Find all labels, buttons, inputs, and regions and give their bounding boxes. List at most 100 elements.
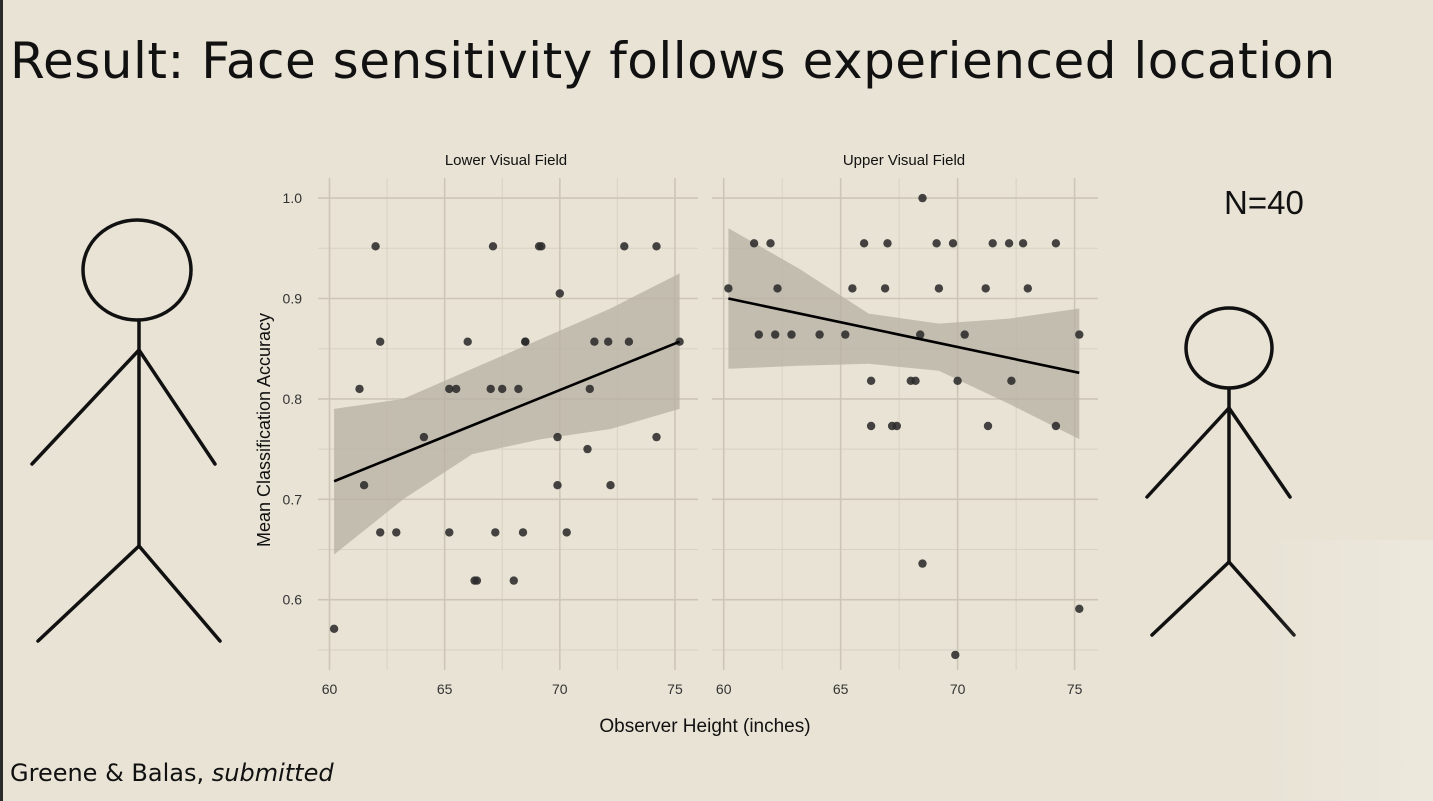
x-tick-label: 60 — [716, 681, 732, 697]
data-point — [491, 528, 500, 537]
data-point — [488, 242, 498, 251]
data-point — [771, 330, 780, 339]
data-point — [355, 384, 364, 394]
data-point — [859, 239, 869, 248]
data-point — [988, 239, 997, 248]
y-axis-label: Mean Classification Accuracy — [254, 313, 274, 547]
data-point — [452, 384, 461, 394]
data-point — [463, 337, 472, 346]
x-tick-label: 70 — [552, 681, 568, 697]
confidence-band — [728, 228, 1080, 440]
data-point — [371, 242, 380, 251]
stick-figure-short-icon — [1145, 306, 1296, 637]
data-point — [1007, 376, 1016, 385]
data-point — [918, 193, 927, 203]
scatter-chart: Lower Visual Field Upper Visual Field Me… — [254, 152, 1098, 737]
citation-authors: Greene & Balas, — [10, 759, 205, 787]
data-point — [514, 384, 523, 394]
data-point — [918, 559, 927, 568]
y-tick-label: 0.6 — [283, 592, 303, 608]
data-point — [932, 239, 941, 248]
data-point — [606, 481, 615, 490]
sample-size-label: N=40 — [1224, 184, 1304, 221]
data-point — [604, 337, 613, 346]
data-point — [948, 239, 958, 248]
data-point — [620, 242, 629, 251]
data-point — [359, 481, 369, 490]
data-point — [1004, 239, 1014, 248]
data-point — [419, 432, 429, 442]
data-point — [848, 284, 857, 293]
y-tick-label: 1.0 — [283, 190, 303, 206]
data-point — [583, 444, 592, 454]
x-tick-label: 65 — [833, 681, 849, 697]
citation: Greene & Balas, submitted — [10, 759, 334, 787]
data-point — [766, 239, 775, 248]
facet-label-lower: Lower Visual Field — [445, 152, 567, 169]
data-point — [392, 528, 401, 537]
y-tick-label: 0.7 — [283, 491, 303, 507]
data-point — [1051, 239, 1061, 248]
data-point — [1051, 421, 1061, 431]
data-point — [892, 421, 901, 431]
data-point — [652, 432, 661, 442]
x-axis-label: Observer Height (inches) — [599, 716, 810, 737]
regression-line — [728, 297, 1080, 375]
facet-label-upper: Upper Visual Field — [843, 152, 965, 169]
data-point — [329, 624, 339, 633]
x-tick-label: 60 — [322, 681, 338, 697]
data-point — [983, 421, 993, 431]
data-point — [553, 432, 562, 442]
data-point — [555, 289, 564, 298]
data-point — [553, 481, 562, 490]
slide-title: Result: Face sensitivity follows experie… — [10, 32, 1336, 90]
data-point — [866, 376, 876, 385]
data-point — [934, 284, 944, 293]
data-point — [562, 528, 571, 537]
data-point — [754, 330, 763, 339]
data-point — [486, 384, 495, 394]
data-point — [518, 528, 528, 537]
left-border — [0, 0, 3, 801]
confidence-band — [334, 273, 680, 555]
x-tick-label: 70 — [950, 681, 966, 697]
y-tick-label: 0.9 — [283, 290, 303, 306]
data-point — [953, 376, 962, 385]
data-point — [916, 330, 925, 339]
data-point — [815, 330, 824, 339]
data-point — [866, 421, 876, 431]
x-tick-label: 75 — [1067, 681, 1083, 697]
data-point — [652, 242, 661, 251]
data-point — [749, 239, 759, 248]
data-point — [537, 242, 546, 251]
x-tick-label: 65 — [437, 681, 453, 697]
data-point — [585, 384, 594, 394]
data-point — [883, 239, 892, 248]
data-point — [498, 384, 507, 394]
data-point — [981, 284, 990, 293]
corner-glow — [1270, 540, 1433, 801]
data-point — [1075, 604, 1084, 613]
data-point — [445, 384, 454, 394]
regression-line — [333, 340, 681, 483]
data-point — [1075, 330, 1084, 339]
data-point — [960, 330, 969, 339]
data-point — [624, 337, 634, 346]
data-point — [911, 376, 920, 385]
data-point — [787, 330, 796, 339]
data-point — [951, 650, 960, 660]
data-point — [841, 330, 850, 339]
data-point — [509, 576, 518, 585]
data-point — [521, 337, 530, 346]
data-point — [472, 576, 482, 585]
data-point — [1023, 284, 1032, 293]
data-point — [724, 284, 733, 293]
data-point — [773, 284, 782, 293]
data-point — [880, 284, 890, 293]
data-point — [590, 337, 599, 346]
data-point — [1018, 239, 1028, 248]
data-point — [376, 528, 385, 537]
stick-figure-tall-icon — [30, 218, 222, 643]
data-point — [445, 528, 454, 537]
data-point — [376, 337, 385, 346]
